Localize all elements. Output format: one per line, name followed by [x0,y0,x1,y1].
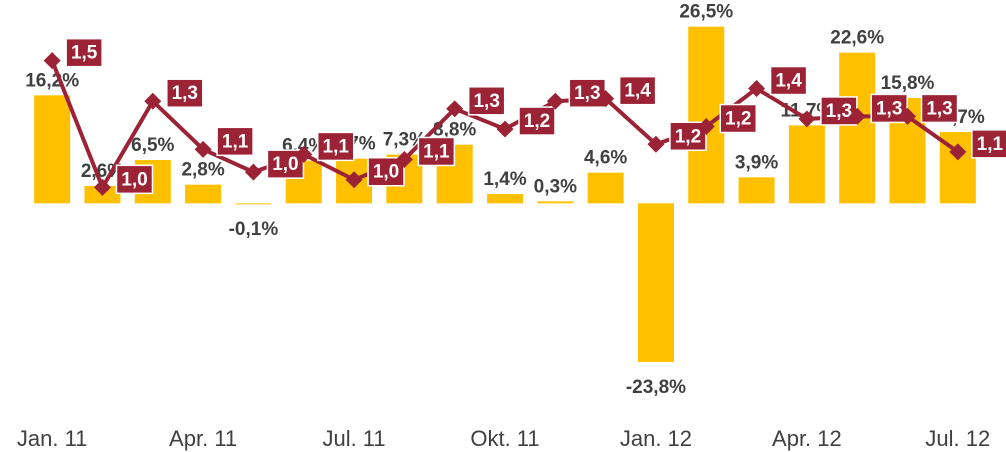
line-marker [949,143,967,161]
line-marker [697,118,715,136]
bar [839,52,876,204]
line-marker [748,80,766,98]
line-marker [43,52,61,70]
line-label: 1,1 [323,136,350,157]
line-label: 1,5 [71,43,98,64]
bar [738,177,775,204]
line-marker [899,107,917,125]
bar [788,125,825,204]
line-marker [395,150,413,168]
bar-label: 22,6% [830,28,884,49]
line-label-box [719,103,758,134]
line-label: 1,3 [876,98,902,119]
line-marker [144,92,162,110]
x-tick-label: Jan. 12 [620,426,692,451]
bar-label: 2,8% [181,160,224,181]
line-label-box [115,164,154,195]
line-marker [244,163,262,181]
line-label: 1,2 [725,109,751,130]
line-label-box [166,78,204,108]
line-label-box [65,37,103,68]
line-marker [194,140,212,158]
bar [487,194,523,204]
bar-label: -23,8% [626,377,686,398]
bar-label: 7,3% [383,130,426,151]
bar-label: 8,8% [433,120,476,141]
line-label: 1,0 [373,162,399,183]
line-label: 1,4 [775,71,802,92]
line-label: 1,3 [574,83,600,104]
line-label: 1,0 [272,154,298,175]
line-label-box [518,106,556,136]
line-label: 1,3 [826,101,852,122]
line-label: 1,1 [222,131,249,152]
x-tick-label: Apr. 11 [169,426,237,451]
line-label: 1,4 [624,81,651,102]
line-label-box [367,156,405,187]
line-marker [345,171,363,189]
line-marker [496,120,514,138]
line-label: 1,2 [675,126,701,147]
bar-label: 3,9% [735,152,778,173]
line-marker [295,145,313,163]
x-tick-label: Jul. 11 [322,426,385,451]
line-label-box [769,65,808,96]
bar [34,95,71,204]
line-label-box [618,75,657,106]
bar-label: 1,4% [483,169,526,190]
line-label-box [971,129,1006,159]
bar [637,203,674,362]
line-label: 1,3 [172,83,198,104]
bar [537,201,574,204]
x-tick-label: Jul. 12 [925,426,990,451]
bar-label: 0,3% [534,176,577,197]
line-label: 1,3 [473,91,499,112]
bar [235,203,272,205]
line-label-box [216,126,254,157]
bar-label: -0,1% [229,219,279,240]
bar-label: 26,5% [679,2,733,23]
line-label: 1,1 [423,141,450,162]
line-label: 1,0 [121,169,147,190]
line-label: 1,1 [977,134,1004,155]
line-marker [446,100,464,118]
line-marker [546,92,564,110]
line-marker [93,178,111,196]
line-marker [848,107,866,125]
line-marker [647,135,665,153]
line-label-box [417,136,456,167]
bar-label: 4,6% [584,148,627,169]
bar-label: 16,2% [25,70,79,91]
x-tick-label: Apr. 12 [772,426,842,451]
line-label: 1,2 [524,111,550,132]
line-label-box [568,78,607,108]
line-marker [597,90,615,108]
x-tick-label: Jan. 11 [17,426,88,451]
line-label-box [467,86,506,116]
line-marker [798,110,816,128]
x-tick-label: Okt. 11 [470,426,539,451]
line-label-box [920,93,959,124]
line-label-box [316,131,355,162]
line-label: 1,3 [926,98,952,119]
bar-label: 15,8% [881,73,935,94]
bar-label: 6,5% [131,135,174,156]
bar [185,184,222,204]
bar [587,172,624,204]
